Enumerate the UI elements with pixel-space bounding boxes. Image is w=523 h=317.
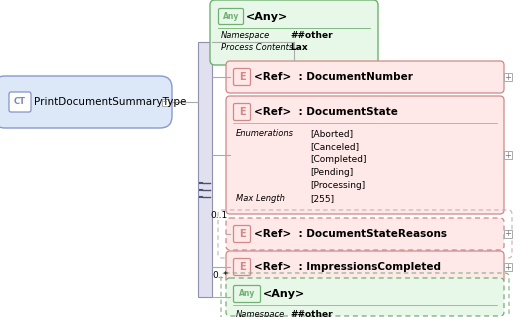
Text: <Ref>  : DocumentStateReasons: <Ref> : DocumentStateReasons (254, 229, 447, 239)
Text: Namespace: Namespace (236, 310, 285, 317)
Text: <Any>: <Any> (263, 289, 305, 299)
Text: Any: Any (239, 289, 255, 299)
Text: [255]: [255] (310, 194, 334, 203)
Text: E: E (238, 72, 245, 82)
FancyBboxPatch shape (219, 9, 244, 24)
Text: ##other: ##other (290, 310, 333, 317)
FancyBboxPatch shape (226, 278, 504, 316)
Text: Process Contents: Process Contents (221, 43, 293, 53)
Text: +: + (505, 151, 511, 159)
Text: E: E (238, 107, 245, 117)
Text: Any: Any (223, 12, 239, 21)
Text: +: + (505, 262, 511, 271)
FancyBboxPatch shape (226, 96, 504, 214)
Bar (504, 73, 512, 81)
Text: Lax: Lax (290, 43, 308, 53)
Text: CT: CT (14, 98, 26, 107)
FancyBboxPatch shape (233, 225, 251, 243)
Text: Namespace: Namespace (221, 30, 270, 40)
Text: ##other: ##other (290, 30, 333, 40)
Text: [Canceled]: [Canceled] (310, 142, 359, 151)
FancyBboxPatch shape (9, 92, 31, 112)
FancyBboxPatch shape (233, 258, 251, 275)
Text: Enumerations: Enumerations (236, 129, 294, 138)
Text: E: E (238, 262, 245, 272)
Text: E: E (238, 229, 245, 239)
Text: –: – (163, 98, 167, 107)
Text: <Ref>  : ImpressionsCompleted: <Ref> : ImpressionsCompleted (254, 262, 441, 272)
Bar (504, 230, 512, 238)
FancyBboxPatch shape (226, 218, 504, 250)
Bar (504, 151, 512, 159)
FancyBboxPatch shape (0, 76, 172, 128)
Text: [Completed]: [Completed] (310, 155, 367, 164)
Text: [Aborted]: [Aborted] (310, 129, 353, 138)
Text: +: + (505, 230, 511, 238)
Text: <Ref>  : DocumentState: <Ref> : DocumentState (254, 107, 398, 117)
FancyBboxPatch shape (210, 0, 378, 65)
Bar (504, 263, 512, 271)
FancyBboxPatch shape (226, 61, 504, 93)
Text: <Ref>  : DocumentNumber: <Ref> : DocumentNumber (254, 72, 413, 82)
Text: <Any>: <Any> (246, 11, 288, 22)
FancyBboxPatch shape (226, 251, 504, 283)
FancyBboxPatch shape (233, 68, 251, 86)
Text: 0..*: 0..* (212, 271, 228, 280)
Bar (198, 42, 212, 297)
Bar (162, 99, 168, 106)
FancyBboxPatch shape (233, 103, 251, 120)
Text: PrintDocumentSummaryType: PrintDocumentSummaryType (34, 97, 186, 107)
FancyBboxPatch shape (233, 286, 260, 302)
Text: Max Length: Max Length (236, 194, 285, 203)
Text: 0..1: 0..1 (211, 211, 228, 220)
Text: +: + (505, 73, 511, 81)
Text: [Pending]: [Pending] (310, 168, 353, 177)
Text: [Processing]: [Processing] (310, 181, 365, 190)
